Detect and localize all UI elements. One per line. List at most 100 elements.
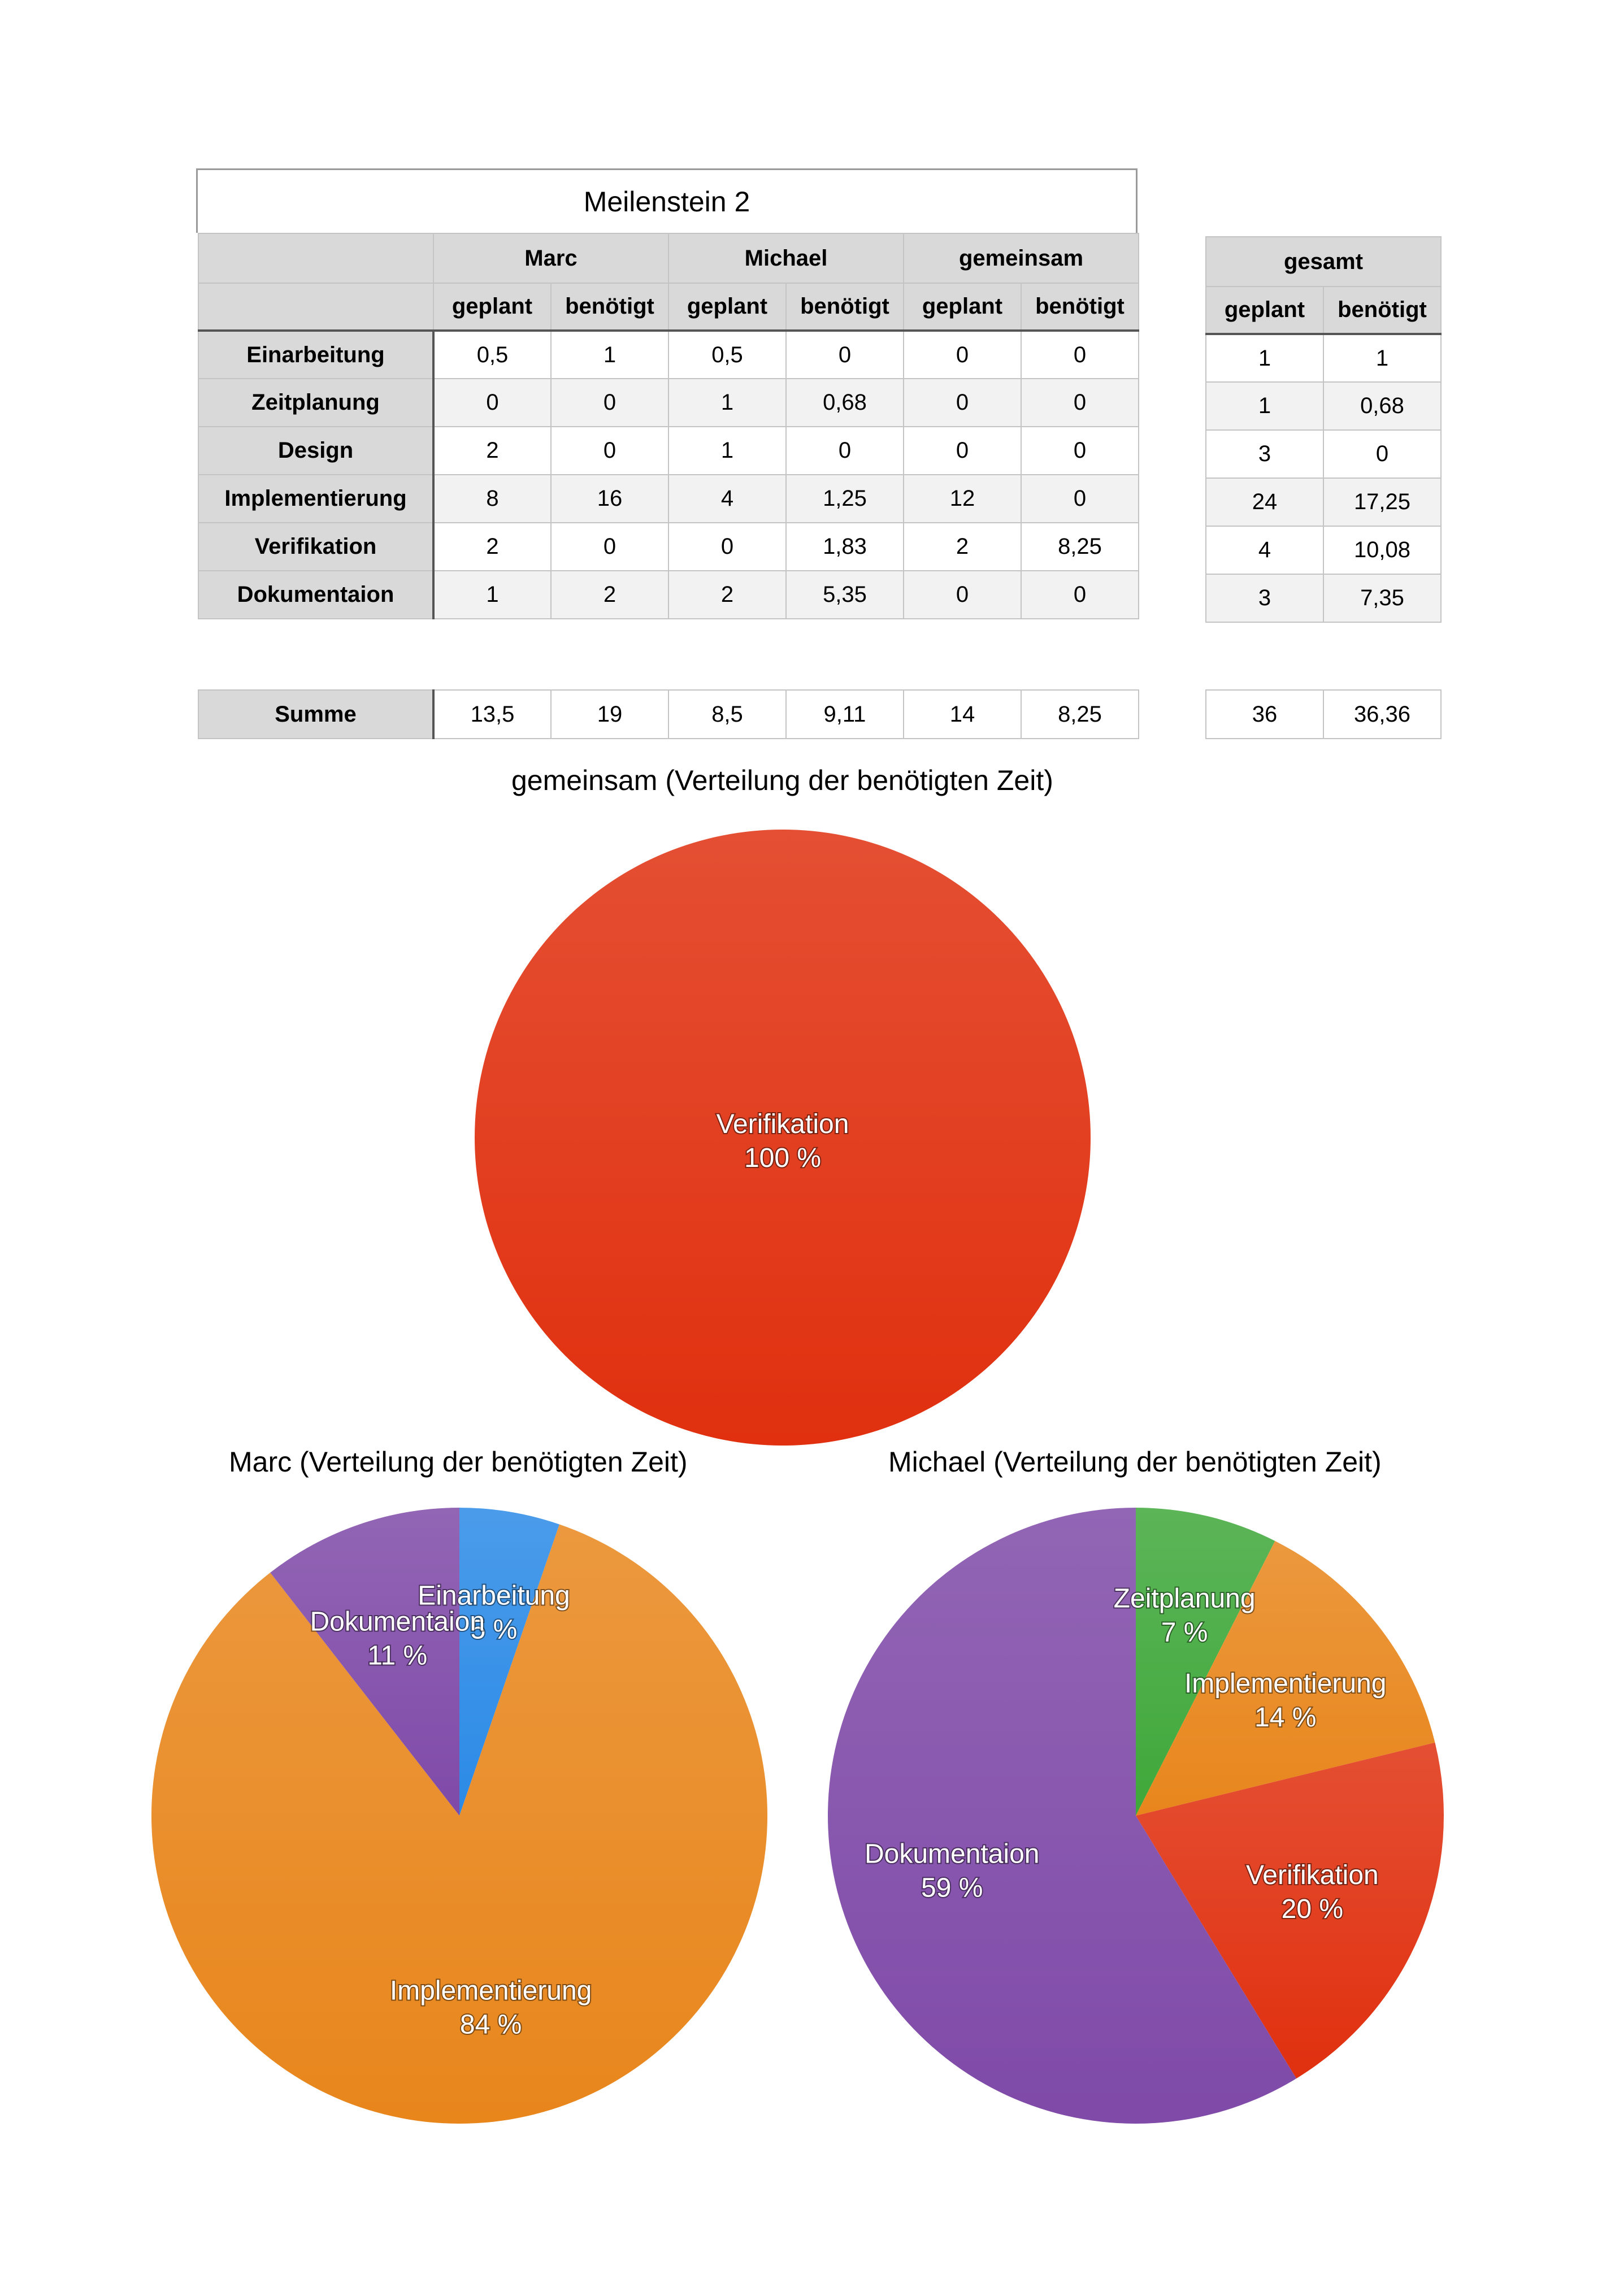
table-cell: 2 (550, 570, 669, 619)
sub-header-geplant: geplant (903, 283, 1022, 331)
sum-row: Summe 13,5 19 8,5 9,11 14 8,25 (198, 689, 1139, 739)
slice-percent-label: 7 % (1161, 1618, 1208, 1648)
sum-cell: 19 (550, 689, 669, 739)
total-cell: 1 (1205, 333, 1324, 383)
sum-label: Summe (198, 689, 435, 739)
table-cell: 0 (903, 570, 1022, 619)
total-cell: 10,08 (1323, 526, 1442, 575)
table-cell: 12 (903, 474, 1022, 523)
table-row: Zeitplanung 0 0 1 0,68 0 0 (198, 378, 1139, 427)
slice-label: Implementierung (1184, 1669, 1387, 1699)
table-cell: 0 (668, 522, 787, 571)
slice-percent-label: 100 % (744, 1143, 821, 1173)
row-label: Zeitplanung (198, 378, 435, 427)
table-cell: 2 (433, 522, 552, 571)
slice-label: Verifikation (717, 1109, 849, 1139)
sub-header-geplant: geplant (1205, 286, 1324, 335)
sub-header-benoetigt: benötigt (1021, 283, 1139, 331)
table-cell: 0 (550, 522, 669, 571)
table-row: Design 2 0 1 0 0 0 (198, 426, 1139, 475)
slice-percent-label: 11 % (367, 1640, 427, 1670)
sum-cell: 8,25 (1021, 689, 1139, 739)
table-cell: 2 (903, 522, 1022, 571)
sum-cell: 14 (903, 689, 1022, 739)
pie-slice-verifikation (475, 830, 1091, 1446)
total-table: gesamt geplant benötigt 1 1 1 0,68 3 0 24 17,25… (1205, 236, 1442, 623)
table-cell: 0 (785, 329, 904, 379)
table-cell: 0 (903, 426, 1022, 475)
table-cell: 0 (903, 378, 1022, 427)
total-cell: 3 (1205, 429, 1324, 479)
table-row: 4 10,08 (1205, 526, 1442, 575)
table-cell: 0,5 (433, 329, 552, 379)
table-cell: 1 (668, 426, 787, 475)
table-row: 1 0,68 (1205, 381, 1442, 431)
group-header-michael: Michael (668, 233, 904, 284)
pie-slice-implementierung (1136, 1540, 1435, 1816)
total-cell: 7,35 (1323, 574, 1442, 623)
table-cell: 0 (550, 378, 669, 427)
row-label: Design (198, 426, 435, 475)
total-cell: 3 (1205, 574, 1324, 623)
table-cell: 1 (550, 329, 669, 379)
total-sum-row: 36 36,36 (1205, 689, 1442, 739)
sub-header-benoetigt: benötigt (1323, 286, 1442, 335)
row-label: Verifikation (198, 522, 435, 571)
sub-header-benoetigt: benötigt (550, 283, 669, 331)
sub-header-benoetigt: benötigt (785, 283, 904, 331)
table-cell: 0 (1021, 329, 1139, 379)
slice-percent-label: 5 % (471, 1614, 518, 1644)
table-cell: 0,68 (785, 378, 904, 427)
table-cell: 1,25 (785, 474, 904, 523)
table-cell: 0 (785, 426, 904, 475)
sub-header-geplant: geplant (668, 283, 787, 331)
table-row: Verifikation 2 0 0 1,83 2 8,25 (198, 522, 1139, 571)
total-cell: 0,68 (1323, 381, 1442, 431)
row-label: Dokumentaion (198, 570, 435, 619)
row-label: Einarbeitung (198, 329, 435, 379)
slice-label: Dokumentaion (865, 1839, 1040, 1869)
table-row: Implementierung 8 16 4 1,25 12 0 (198, 474, 1139, 523)
total-sum-table: 36 36,36 (1205, 689, 1442, 739)
header-corner (198, 233, 434, 284)
total-sum-cell: 36,36 (1323, 689, 1442, 739)
slice-label: Verifikation (1246, 1860, 1379, 1890)
pie-slice-einarbeitung (459, 1508, 559, 1816)
total-cell: 17,25 (1323, 478, 1442, 527)
pie-slice-verifikation (1136, 1742, 1444, 2079)
total-cell: 4 (1205, 526, 1324, 575)
slice-label: Implementierung (390, 1976, 592, 2006)
table-row: Dokumentaion 1 2 2 5,35 0 0 (198, 570, 1139, 619)
slice-percent-label: 59 % (921, 1873, 983, 1903)
pie-slice-dokumentaion (828, 1508, 1297, 2124)
table-cell: 2 (668, 570, 787, 619)
total-sum-cell: 36 (1205, 689, 1324, 739)
table-cell: 0 (1021, 426, 1139, 475)
table-row: Einarbeitung 0,5 1 0,5 0 0 0 (198, 329, 1139, 379)
table-cell: 0 (433, 378, 552, 427)
table-title: Meilenstein 2 (196, 168, 1138, 233)
slice-label: Dokumentaion (310, 1607, 485, 1637)
row-label: Implementierung (198, 474, 435, 523)
chart-title-michael: Michael (Verteilung der benötigten Zeit) (888, 1446, 1382, 1478)
pie-chart-gemeinsam: Verifikation 100 % (475, 830, 1091, 1446)
chart-title-gemeinsam: gemeinsam (Verteilung der benötigten Zei… (511, 765, 1053, 796)
pie-slice-dokumentaion (270, 1508, 459, 1816)
chart-title-marc: Marc (Verteilung der benötigten Zeit) (229, 1446, 688, 1478)
pie-slice-zeitplanung (1136, 1508, 1275, 1816)
table-cell: 8,25 (1021, 522, 1139, 571)
sum-cell: 9,11 (785, 689, 904, 739)
slice-percent-label: 14 % (1254, 1703, 1316, 1733)
table-cell: 0 (1021, 474, 1139, 523)
header-corner (198, 283, 434, 331)
table-cell: 5,35 (785, 570, 904, 619)
total-cell: 1 (1205, 381, 1324, 431)
sub-header-geplant: geplant (433, 283, 552, 331)
table-cell: 1 (668, 378, 787, 427)
table-row: 24 17,25 (1205, 478, 1442, 527)
pie-slice-implementierung (151, 1524, 768, 2124)
table-cell: 0 (550, 426, 669, 475)
total-cell: 0 (1323, 429, 1442, 479)
